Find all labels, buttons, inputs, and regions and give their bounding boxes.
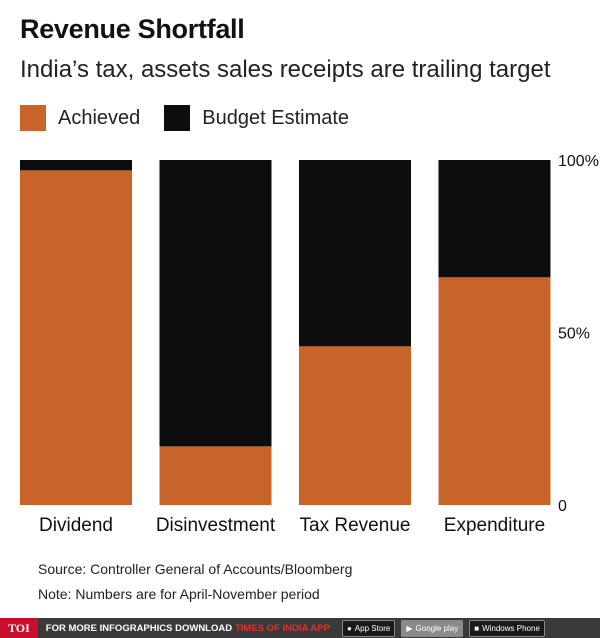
bar-expenditure-achieved — [438, 277, 551, 505]
chart-title: Revenue Shortfall — [20, 14, 245, 44]
x-tick-label-tax-revenue: Tax Revenue — [300, 515, 411, 536]
bar-dividend-achieved — [20, 170, 132, 505]
apple-icon: ● — [346, 623, 352, 633]
footer-banner: TOI FOR MORE INFOGRAPHICS DOWNLOAD TIMES… — [0, 618, 600, 638]
bar-dividend-budget-estimate — [20, 160, 132, 171]
stacked-bar-chart: Dividend Disinvestment Tax Revenue Expendit… — [20, 153, 599, 536]
legend-label-achieved: Achieved — [58, 106, 141, 129]
legend-item-achieved: Achieved — [20, 105, 140, 131]
x-tick-label-disinvestment: Disinvestment — [156, 515, 276, 536]
chart-subtitle: India’s tax, assets sales receipts are t… — [20, 56, 551, 83]
bar-tax-revenue-budget-estimate — [299, 160, 411, 347]
x-tick-label-expenditure: Expenditure — [444, 515, 545, 536]
bar-tax-revenue-achieved — [299, 346, 411, 505]
toi-logo: TOI — [0, 618, 38, 638]
y-tick-label-0: 0 — [558, 498, 567, 515]
google-play-label: Google play — [415, 623, 459, 633]
legend-item-budget-estimate: Budget Estimate — [164, 105, 349, 131]
y-tick-label-50: 50% — [558, 326, 590, 343]
footer-text: FOR MORE INFOGRAPHICS DOWNLOAD — [45, 622, 233, 634]
y-tick-label-100: 100% — [558, 153, 599, 170]
source-note: Source: Controller General of Accounts/B… — [38, 561, 353, 577]
app-store-badge[interactable]: ● App Store — [341, 619, 396, 637]
windows-icon: ■ — [474, 623, 480, 633]
bar-disinvestment-achieved — [159, 446, 272, 505]
legend-label-budget-estimate: Budget Estimate — [202, 106, 350, 129]
legend: Achieved Budget Estimate — [20, 104, 373, 132]
windows-phone-label: Windows Phone — [482, 623, 540, 633]
x-tick-label-dividend: Dividend — [39, 515, 113, 536]
bar-disinvestment-budget-estimate — [159, 160, 272, 447]
google-play-badge[interactable]: ▶ Google play — [401, 619, 464, 637]
legend-swatch-budget-estimate — [164, 105, 191, 131]
period-note: Note: Numbers are for April-November per… — [38, 586, 320, 602]
bar-expenditure-budget-estimate — [438, 160, 551, 278]
legend-swatch-achieved — [20, 105, 46, 131]
app-store-label: App Store — [354, 623, 391, 633]
footer-app-name: TIMES OF INDIA APP — [235, 622, 330, 634]
windows-phone-badge[interactable]: ■ Windows Phone — [469, 619, 545, 637]
play-icon: ▶ — [406, 623, 413, 633]
